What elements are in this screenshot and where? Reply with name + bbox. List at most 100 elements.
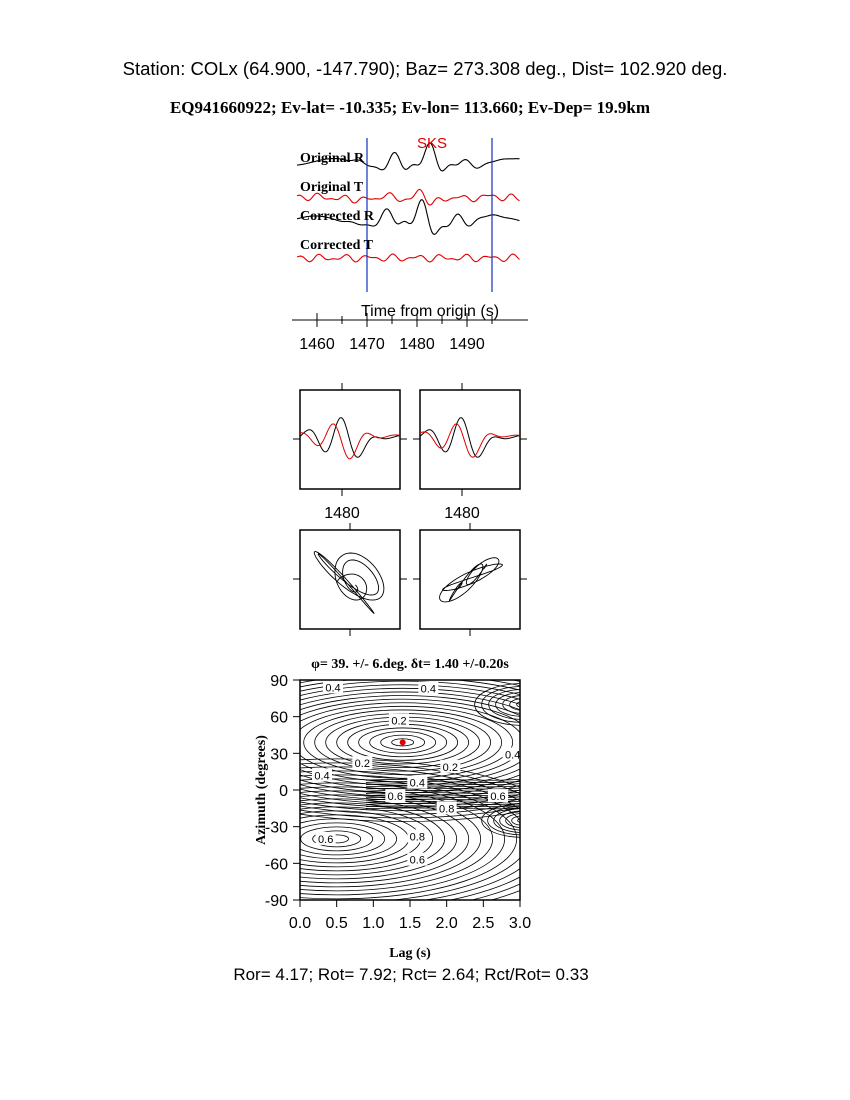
contour-line: [365, 785, 520, 788]
contour-line: [511, 815, 520, 826]
contour-line: [300, 766, 520, 900]
contour-line: [300, 794, 470, 884]
contour-label-bg: [502, 747, 523, 761]
contour-line: [481, 686, 520, 723]
contour-line: [493, 808, 520, 833]
trace-label: Corrected T: [300, 238, 374, 253]
contour-label: 0.8: [410, 831, 425, 843]
contour-line: [300, 806, 434, 872]
contour-line: [300, 807, 520, 819]
contour-line: [312, 830, 362, 848]
contour-label-bg: [440, 759, 461, 773]
contour-line: [517, 818, 520, 823]
contour-line: [391, 738, 415, 747]
best-fit-marker: [399, 739, 406, 746]
contour-label-bg: [352, 756, 373, 770]
azimuth-tick-label: 30: [270, 746, 288, 763]
contour-label: 0.8: [439, 803, 454, 815]
contour-line: [499, 810, 520, 831]
azimuth-tick-label: -30: [265, 820, 288, 837]
contour-line: [300, 822, 386, 856]
lag-tick-label: 1.0: [362, 915, 384, 932]
contour-label-bg: [407, 829, 428, 843]
contour-line: [358, 727, 448, 758]
time-axis-label: Time from origin (s): [361, 303, 499, 320]
lag-tick-label: 0.5: [326, 915, 348, 932]
contour-line: [380, 734, 426, 750]
time-tick-label: 1470: [349, 336, 385, 353]
corrected-r-trace: [296, 198, 520, 235]
contour-line: [365, 783, 520, 786]
contour-line: [502, 695, 520, 714]
contour-title: φ= 39. +/- 6.deg. δt= 1.40 +/-0.20s: [311, 657, 509, 672]
phase-label: SKS: [417, 135, 447, 152]
contour-label-bg: [389, 713, 409, 727]
contour-line: [365, 787, 520, 790]
contour-line: [369, 731, 437, 754]
original-t-trace: [296, 188, 520, 206]
particle-motion-corrected-frame: [419, 529, 521, 630]
trace-label: Original T: [300, 180, 364, 195]
contour-line: [300, 778, 518, 900]
contour-label-bg: [385, 789, 406, 803]
contour-label-bg: [488, 789, 508, 803]
contour-line: [300, 802, 446, 876]
overlay-corrected-r-trace: [419, 417, 521, 458]
contour-label: 0.6: [388, 791, 403, 803]
contour-line: [516, 701, 520, 708]
lag-tick-label: 2.0: [436, 915, 458, 932]
contour-label-bg: [323, 680, 343, 694]
contour-line: [474, 683, 520, 726]
station-info: Station: COLx (64.900, -147.790); Baz= 2…: [122, 58, 728, 79]
contour-line: [300, 680, 520, 815]
time-tick-label: 1480: [399, 336, 435, 353]
azimuth-tick-label: 0: [279, 783, 288, 800]
contour-label: 0.4: [410, 778, 425, 790]
contour-label: 0.2: [391, 715, 406, 727]
contour-label: 0.4: [421, 684, 436, 696]
original-r-trace: [296, 142, 520, 172]
particle-motion-original: [313, 551, 385, 614]
particle-motion-original-frame: [299, 529, 401, 630]
overlay-corrected-t-trace: [419, 423, 521, 458]
contour-label-bg: [418, 681, 439, 695]
azimuth-axis-label: Azimuth (degrees): [254, 735, 269, 845]
contour-line: [495, 692, 520, 717]
contour-label: 0.6: [490, 791, 505, 803]
contour-line: [300, 698, 520, 786]
contour-label: 0.2: [443, 762, 458, 774]
event-info: EQ941660922; Ev-lat= -10.335; Ev-lon= 11…: [169, 98, 651, 117]
contour-label: 0.4: [325, 682, 340, 694]
azimuth-tick-label: 60: [270, 710, 288, 727]
trace-label: Corrected R: [300, 209, 375, 224]
corrected-t-trace: [296, 253, 520, 263]
lag-tick-label: 1.5: [399, 915, 421, 932]
contour-line: [509, 698, 520, 711]
contour-line: [300, 680, 520, 808]
contour-line: [300, 758, 520, 900]
trace-label: Original R: [300, 151, 365, 166]
azimuth-tick-label: 90: [270, 673, 288, 690]
contour-label-bg: [407, 852, 428, 866]
contour-label: 0.6: [410, 855, 425, 867]
contour-line: [300, 782, 506, 896]
overlay-original-r-trace: [299, 417, 401, 458]
contour-line: [300, 818, 398, 860]
lag-axis-label: Lag (s): [389, 946, 431, 961]
lag-tick-label: 2.5: [472, 915, 494, 932]
azimuth-tick-label: -60: [265, 856, 288, 873]
contour-line: [487, 805, 520, 836]
seismogram-panel: SKS Original R Original T Corrected R Co…: [292, 135, 528, 353]
contour-label: 0.4: [505, 750, 520, 762]
contour-line: [505, 813, 520, 829]
ratio-summary: Ror= 4.17; Rot= 7.92; Rct= 2.64; Rct/Rot…: [233, 965, 589, 984]
time-tick-label: 1460: [299, 336, 335, 353]
overlay-original-t-trace: [299, 423, 401, 460]
contour-label: 0.4: [314, 770, 329, 782]
contour-line: [300, 774, 520, 900]
contour-label-bg: [315, 831, 336, 845]
contour-label-bg: [407, 775, 428, 789]
contour-line: [300, 790, 482, 888]
contour-line: [300, 762, 520, 900]
